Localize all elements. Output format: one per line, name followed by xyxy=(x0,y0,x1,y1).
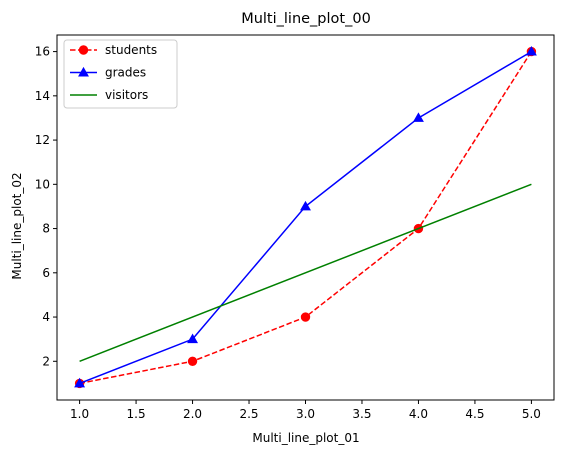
y-axis-title: Multi_line_plot_02 xyxy=(10,172,24,279)
x-tick-label: 3.5 xyxy=(352,407,371,421)
series-visitors xyxy=(79,183,532,362)
x-tick-label: 4.0 xyxy=(409,407,428,421)
legend-box xyxy=(63,39,178,109)
students-point xyxy=(300,312,311,322)
legend-label: students xyxy=(105,43,157,57)
grades-point xyxy=(412,112,424,122)
grades-point xyxy=(74,377,86,388)
y-tick-label: 10 xyxy=(35,177,50,191)
x-tick-label: 3.0 xyxy=(296,407,315,421)
x-tick-label: 4.5 xyxy=(465,407,484,421)
legend-marker xyxy=(78,66,89,77)
y-tick-label: 2 xyxy=(42,354,50,368)
chart-title: Multi_line_plot_00 xyxy=(241,11,371,27)
legend: students grades visitors xyxy=(63,39,178,109)
x-tick-label: 2.0 xyxy=(183,407,202,421)
y-tick-label: 4 xyxy=(42,310,50,324)
legend-item-grades: grades xyxy=(70,66,146,80)
y-tick-label: 16 xyxy=(35,45,50,59)
legend-item-visitors: visitors xyxy=(70,88,148,102)
x-tick-label: 5.0 xyxy=(522,407,541,421)
grades-point xyxy=(187,333,199,344)
grades-point xyxy=(300,200,311,211)
students-point xyxy=(187,356,198,366)
x-tick-label: 1.0 xyxy=(70,407,89,421)
visitors-line xyxy=(79,183,532,362)
y-tick-label: 8 xyxy=(42,222,50,236)
grades-point xyxy=(525,45,537,56)
legend-marker xyxy=(78,45,89,55)
legend-item-students: students xyxy=(70,43,157,57)
x-tick-label: 2.5 xyxy=(239,407,258,421)
y-axis: 2 4 6 8 10 12 14 16 xyxy=(35,45,57,368)
series-grades xyxy=(74,45,537,388)
plot-area xyxy=(74,45,537,389)
y-tick-label: 14 xyxy=(35,89,50,103)
legend-label: grades xyxy=(105,66,146,80)
x-axis: 1.0 1.5 2.0 2.5 3.0 3.5 4.0 4.5 5.0 xyxy=(70,400,541,421)
legend-label: visitors xyxy=(105,88,148,102)
y-tick-label: 6 xyxy=(42,266,50,280)
y-tick-label: 12 xyxy=(35,133,50,147)
x-tick-label: 1.5 xyxy=(127,407,146,421)
x-axis-title: Multi_line_plot_01 xyxy=(252,431,359,445)
